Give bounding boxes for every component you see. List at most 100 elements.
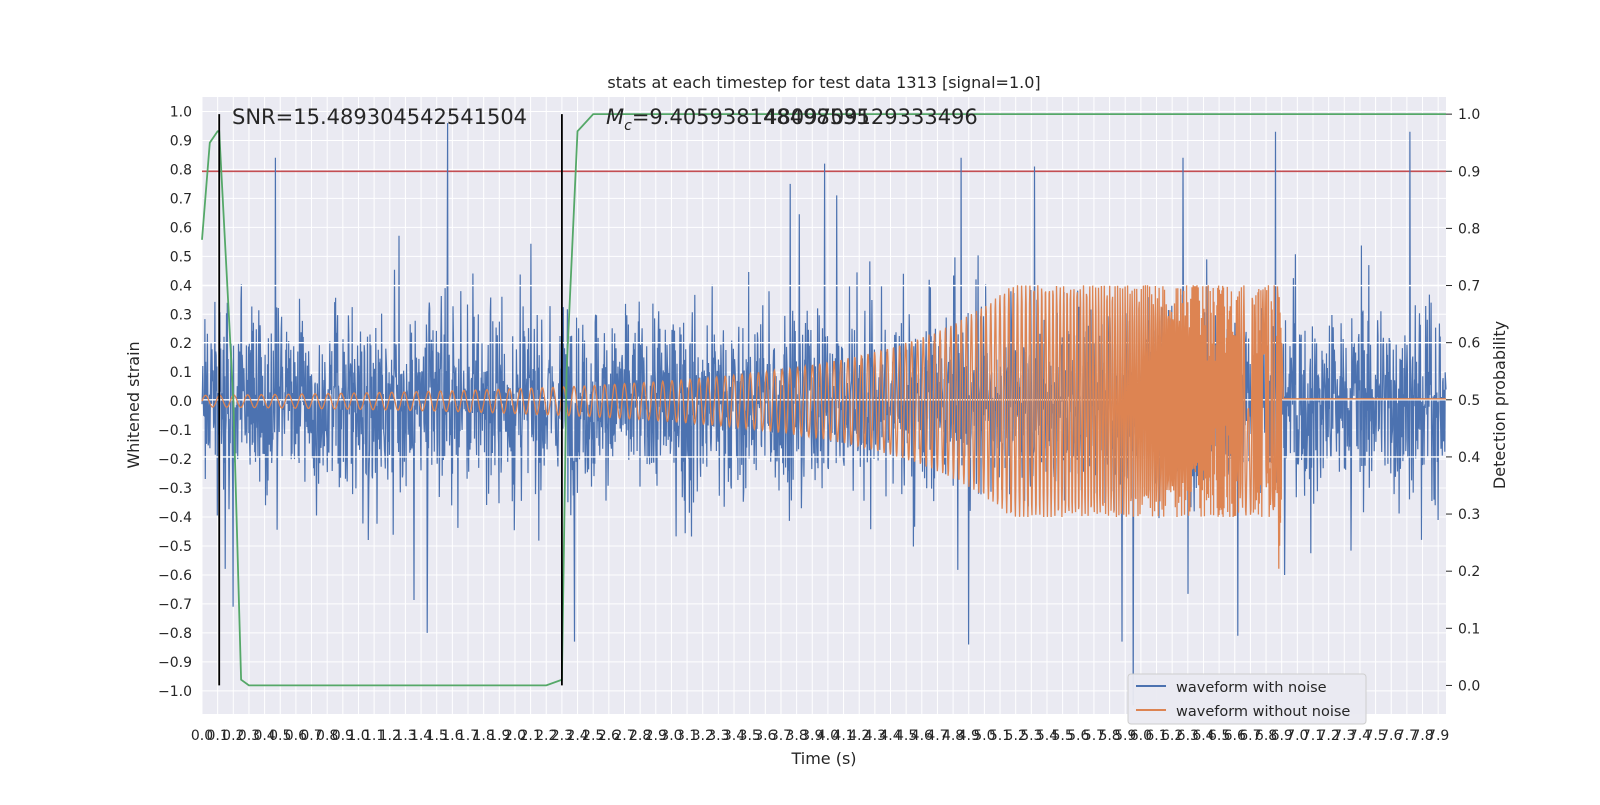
- x-tick-label: 0.0: [191, 728, 213, 744]
- y-right-tick-label: 0.5: [1458, 393, 1480, 409]
- x-tick-label: 3.2: [692, 728, 714, 744]
- y-left-tick-label: −0.5: [158, 539, 192, 555]
- x-tick-label: 2.3: [551, 728, 573, 744]
- y-right-tick-label: 0.7: [1458, 279, 1480, 295]
- mc-value: =9.405938148498535: [632, 105, 870, 129]
- x-tick-label: 1.6: [441, 728, 463, 744]
- x-tick-label: 5.6: [1067, 728, 1089, 744]
- x-tick-label: 7.4: [1349, 728, 1371, 744]
- chart-title: stats at each timestep for test data 131…: [607, 73, 1040, 92]
- y-left-tick-label: −0.9: [158, 655, 192, 671]
- y-right-tick-label: 0.0: [1458, 678, 1480, 694]
- x-tick-label: 0.5: [269, 728, 291, 744]
- y-right-tick-label: 0.8: [1458, 221, 1480, 237]
- x-tick-label: 5.0: [973, 728, 995, 744]
- x-tick-label: 1.1: [363, 728, 385, 744]
- x-tick-label: 1.0: [347, 728, 369, 744]
- legend-label-noise: waveform with noise: [1176, 680, 1327, 696]
- x-tick-label: 6.3: [1177, 728, 1199, 744]
- x-tick-label: 0.8: [316, 728, 338, 744]
- y-right-tick-label: 0.9: [1458, 164, 1480, 180]
- x-tick-label: 7.0: [1286, 728, 1308, 744]
- x-tick-label: 7.5: [1364, 728, 1386, 744]
- y-left-tick-label: 0.6: [170, 220, 192, 236]
- mc-subscript: c: [624, 118, 632, 134]
- x-tick-label: 2.5: [582, 728, 604, 744]
- x-tick-label: 4.6: [911, 728, 933, 744]
- x-tick-label: 5.9: [1114, 728, 1136, 744]
- x-tick-label: 7.8: [1411, 728, 1433, 744]
- x-tick-label: 1.9: [488, 728, 510, 744]
- x-tick-label: 2.1: [519, 728, 541, 744]
- x-tick-label: 1.2: [379, 728, 401, 744]
- vertical-lines-layer: [218, 114, 563, 686]
- y-axis-label-left: Whitened strain: [124, 341, 143, 468]
- legend-box: [1127, 673, 1367, 725]
- x-tick-label: 0.7: [300, 728, 322, 744]
- x-tick-label: 7.3: [1333, 728, 1355, 744]
- detection-probability-line: [201, 113, 1446, 687]
- x-tick-label: 7.6: [1380, 728, 1402, 744]
- x-tick-label: 5.1: [989, 728, 1011, 744]
- y-left-tick-label: 0.8: [170, 162, 192, 178]
- x-tick-label: 5.2: [1005, 728, 1027, 744]
- y-right-tick-label: 0.3: [1458, 507, 1480, 523]
- waveform-without-noise-line: [201, 285, 1446, 569]
- mc-annotation: Mc=9.405938148498535: [606, 105, 870, 134]
- x-tick-label: 3.4: [723, 728, 745, 744]
- y-left-tick-label: 0.2: [170, 336, 192, 352]
- x-tick-label: 3.8: [785, 728, 807, 744]
- x-tick-label: 6.8: [1255, 728, 1277, 744]
- y-left-tick-label: −0.2: [158, 452, 192, 468]
- x-tick-label: 0.2: [222, 728, 244, 744]
- x-tick-label: 2.9: [645, 728, 667, 744]
- y-right-tick-label: 0.6: [1458, 336, 1480, 352]
- x-tick-label: 4.7: [926, 728, 948, 744]
- x-tick-label: 1.7: [457, 728, 479, 744]
- x-tick-label: 1.4: [410, 728, 432, 744]
- x-tick-label: 6.1: [1145, 728, 1167, 744]
- x-tick-label: 7.7: [1396, 728, 1418, 744]
- y-right-tick-label: 1.0: [1458, 107, 1480, 123]
- y-left-ticks: 1.0 0.9 0.8 0.7 0.6 0.5 0.4 0.3 0.2 0.1 0.0 −0.1 −0.…: [158, 104, 192, 699]
- x-tick-label: 4.4: [879, 728, 901, 744]
- legend-label-clean: waveform without noise: [1176, 704, 1350, 720]
- x-tick-label: 2.8: [629, 728, 651, 744]
- y-left-tick-label: 0.4: [170, 278, 192, 294]
- y-left-tick-label: 0.1: [170, 365, 192, 381]
- x-tick-label: 5.8: [1098, 728, 1120, 744]
- x-tick-label: 0.6: [285, 728, 307, 744]
- x-tick-label: 5.5: [1051, 728, 1073, 744]
- x-tick-label: 0.1: [207, 728, 229, 744]
- snr-annotation: SNR=15.489304542541504: [232, 105, 527, 129]
- y-right-tick-label: 0.2: [1458, 564, 1480, 580]
- x-tick-label: 6.7: [1239, 728, 1261, 744]
- x-tick-label: 2.4: [566, 728, 588, 744]
- y-left-tick-label: −0.8: [158, 626, 192, 642]
- y-left-tick-label: −0.7: [158, 597, 192, 613]
- y-left-tick-label: 0.9: [170, 133, 192, 149]
- x-tick-label: 4.0: [817, 728, 839, 744]
- x-tick-label: 5.4: [1036, 728, 1058, 744]
- y-right-tick-label: 0.1: [1458, 621, 1480, 637]
- y-left-tick-label: −0.6: [158, 568, 192, 584]
- x-tick-label: 4.3: [864, 728, 886, 744]
- x-axis-label: Time (s): [790, 749, 856, 768]
- y-left-tick-label: 0.0: [170, 394, 192, 410]
- y-left-tick-label: −0.3: [158, 481, 192, 497]
- y-left-tick-label: 0.5: [170, 249, 192, 265]
- x-tick-label: 2.0: [504, 728, 526, 744]
- x-tick-label: 7.2: [1318, 728, 1340, 744]
- x-ticks: 0.00.10.20.30.40.50.60.70.80.91.01.11.21…: [191, 728, 1449, 744]
- mc-symbol: M: [606, 105, 624, 129]
- x-tick-label: 1.8: [473, 728, 495, 744]
- x-tick-label: 4.2: [848, 728, 870, 744]
- chirp-series-layer: [201, 285, 1446, 569]
- x-tick-label: 3.1: [676, 728, 698, 744]
- y-left-tick-label: −0.4: [158, 510, 192, 526]
- x-tick-label: 4.8: [942, 728, 964, 744]
- x-tick-label: 1.3: [394, 728, 416, 744]
- probability-series-layer: [201, 113, 1446, 687]
- x-tick-label: 6.0: [1130, 728, 1152, 744]
